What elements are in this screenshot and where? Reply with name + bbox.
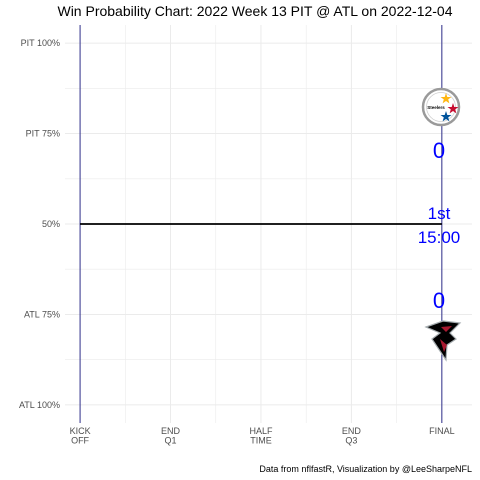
y-tick-label: 50% (42, 219, 60, 229)
x-tick-label: END (342, 426, 362, 436)
x-tick-label: OFF (71, 436, 89, 446)
chart-title: Win Probability Chart: 2022 Week 13 PIT … (57, 3, 452, 19)
y-axis-ticks: PIT 100% PIT 75% 50% ATL 75% ATL 100% (19, 38, 60, 410)
y-tick-label: ATL 75% (24, 309, 60, 319)
x-tick-label: KICK (70, 426, 91, 436)
x-tick-label: Q3 (345, 436, 357, 446)
steelers-logo-icon: Steelers (421, 87, 461, 127)
falcons-logo-icon (424, 320, 462, 362)
y-tick-label: PIT 75% (26, 129, 60, 139)
atl-score: 0 (433, 288, 445, 313)
quarter-label: 1st (428, 204, 451, 223)
x-tick-label: TIME (250, 436, 272, 446)
x-tick-label: FINAL (429, 426, 455, 436)
x-tick-label: END (161, 426, 181, 436)
y-tick-label: ATL 100% (19, 400, 60, 410)
pit-score: 0 (433, 138, 445, 163)
x-tick-label: HALF (249, 426, 273, 436)
steelers-logo-text: Steelers (427, 105, 445, 110)
chart-caption: Data from nflfastR, Visualization by @Le… (259, 464, 472, 474)
x-tick-label: Q1 (165, 436, 177, 446)
game-clock: 15:00 (418, 228, 461, 247)
y-tick-label: PIT 100% (21, 38, 60, 48)
